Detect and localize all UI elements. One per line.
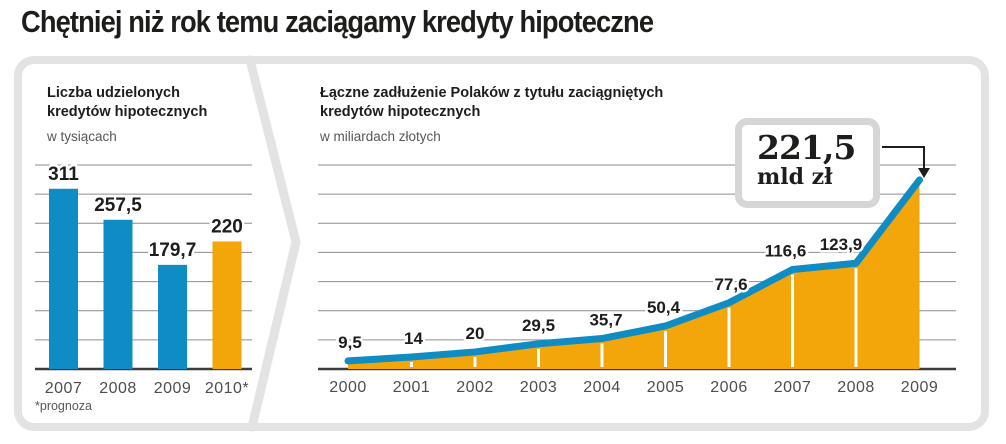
page-title: Chętniej niż rok temu zaciągamy kredyty …: [21, 4, 654, 39]
chevron-divider: [245, 55, 301, 432]
x-axis-label: 2001: [393, 379, 431, 396]
debt-line: [344, 176, 923, 365]
x-axis-label: 2009: [901, 379, 939, 396]
x-axis-label: 2000: [329, 379, 367, 396]
callout-arrow-head-icon: [918, 168, 930, 178]
point-value-label: 14: [404, 329, 423, 348]
point-value-label: 77,6: [714, 275, 747, 294]
x-axis-label: 2004: [583, 379, 621, 396]
callout-arrow-line: [882, 146, 925, 168]
left-chart-unit: w tysiącach: [47, 129, 117, 144]
area-fill: [348, 179, 920, 369]
x-axis-label: 2008: [837, 379, 875, 396]
bar-value-label: 257,5: [94, 195, 142, 216]
right-chart-title-line1: Łączne zadłużenie Polaków z tytułu zacią…: [320, 85, 664, 101]
left-chart-title-line2: kredytów hipotecznych: [47, 104, 208, 120]
peak-value: 221,5: [757, 128, 856, 167]
x-axis-label: 2009: [154, 380, 192, 397]
x-axis-label: 2010*: [205, 380, 249, 397]
right-chart-header: Łączne zadłużenie Polaków z tytułu zacią…: [320, 84, 750, 144]
left-chart-title: Liczba udzielonych kredytów hipotecznych: [47, 84, 257, 122]
point-value-label: 123,9: [820, 235, 863, 254]
bar-2007: [49, 188, 78, 369]
x-axis-label: 2005: [647, 379, 685, 396]
x-axis-label: 2002: [456, 379, 494, 396]
right-chart-title-line2: kredytów hipotecznych: [320, 104, 481, 120]
x-axis-label: 2007: [45, 380, 83, 397]
x-axis-label: 2008: [99, 380, 137, 397]
peak-value-unit: mld zł: [757, 164, 833, 190]
point-value-label: 20: [466, 324, 485, 343]
bar-2008: [103, 219, 133, 369]
point-value-label: 116,6: [765, 241, 807, 260]
point-value-label: 29,5: [522, 316, 555, 335]
right-chart-title: Łączne zadłużenie Polaków z tytułu zacią…: [320, 84, 750, 122]
bar-value-label: 179,7: [149, 240, 197, 261]
point-value-label: 35,7: [589, 311, 622, 330]
right-chart-unit: w miliardach złotych: [320, 129, 441, 144]
forecast-footnote: *prognoza: [35, 399, 92, 413]
bar-2009: [158, 264, 187, 369]
peak-value-callout: 221,5 mld zł: [735, 118, 880, 208]
point-value-label: 9,5: [338, 333, 362, 352]
bar-value-label: 220: [211, 217, 243, 238]
bar-value-label: 311: [48, 164, 79, 185]
left-chart-title-line1: Liczba udzielonych: [47, 85, 180, 101]
bar-2010*: [212, 241, 242, 369]
x-axis-label: 2007: [774, 379, 812, 396]
point-value-label: 50,4: [647, 298, 681, 317]
x-axis-label: 2003: [520, 379, 558, 396]
left-chart-header: Liczba udzielonych kredytów hipotecznych…: [47, 84, 257, 144]
x-axis-label: 2006: [710, 379, 748, 396]
